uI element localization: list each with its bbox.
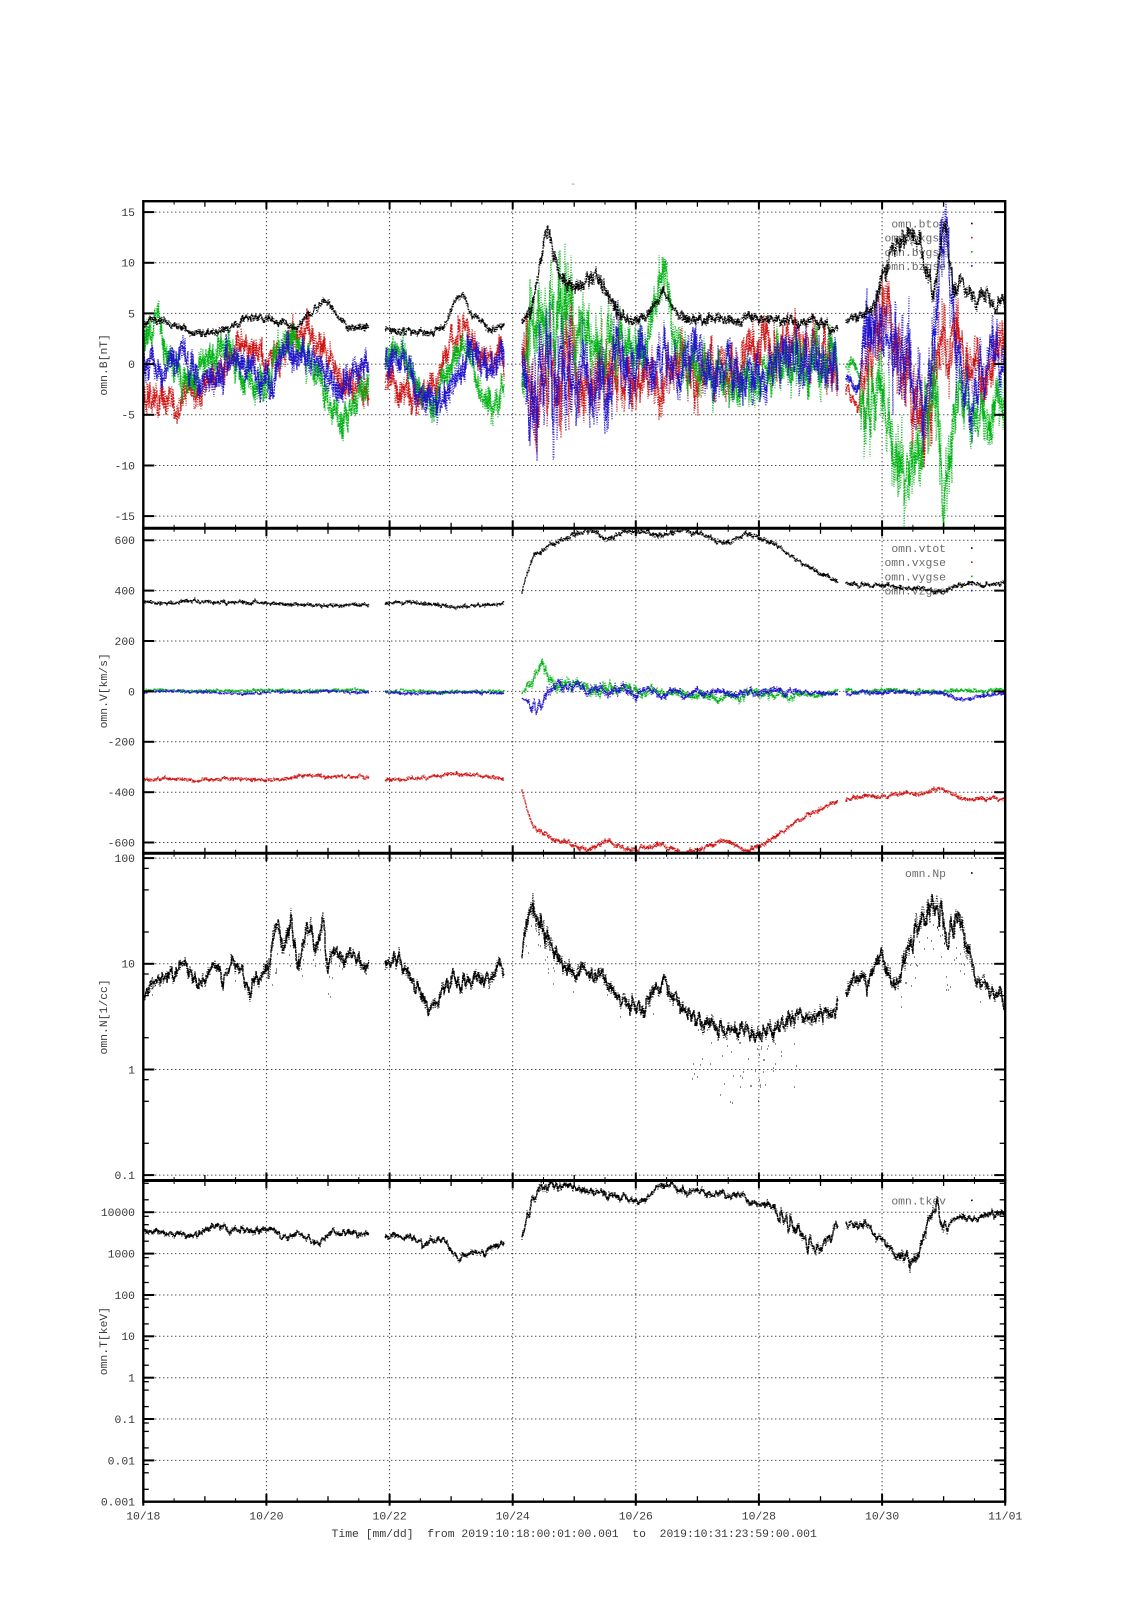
svg-text:-400: -400 xyxy=(108,788,136,800)
svg-text:10: 10 xyxy=(121,259,135,271)
svg-text:600: 600 xyxy=(114,536,135,548)
svg-text:omn.bzgse: omn.bzgse xyxy=(884,262,946,274)
svg-text:omn.vygse: omn.vygse xyxy=(884,572,946,584)
svg-text:omn.N[1/cc]: omn.N[1/cc] xyxy=(99,979,111,1054)
svg-text:omn.V[km/s]: omn.V[km/s] xyxy=(99,653,111,728)
svg-text:1: 1 xyxy=(128,1065,135,1077)
svg-text:Time [mm/dd] from 2019:10:18:: Time [mm/dd] from 2019:10:18:00:01:00.00… xyxy=(332,1529,817,1541)
svg-text:-10: -10 xyxy=(114,461,135,473)
svg-text:10000: 10000 xyxy=(101,1208,135,1220)
svg-text:0.01: 0.01 xyxy=(108,1456,136,1468)
svg-text:10/24: 10/24 xyxy=(496,1512,530,1524)
svg-text:omn.T[keV]: omn.T[keV] xyxy=(99,1307,111,1375)
svg-text:10/18: 10/18 xyxy=(126,1512,160,1524)
svg-text:-600: -600 xyxy=(108,838,136,850)
svg-text:-: - xyxy=(570,179,577,191)
svg-text:10/28: 10/28 xyxy=(742,1512,776,1524)
svg-text:10/20: 10/20 xyxy=(249,1512,283,1524)
svg-text:omn.tkev: omn.tkev xyxy=(891,1196,946,1208)
svg-text:400: 400 xyxy=(114,587,135,599)
svg-text:omn.vtot: omn.vtot xyxy=(891,544,946,556)
svg-text:-15: -15 xyxy=(114,512,135,524)
svg-text:omn.btot: omn.btot xyxy=(891,220,946,232)
svg-text:10/26: 10/26 xyxy=(619,1512,653,1524)
svg-text:0.1: 0.1 xyxy=(114,1415,135,1427)
svg-text:100: 100 xyxy=(114,1291,135,1303)
svg-text:10: 10 xyxy=(121,1332,135,1344)
svg-text:-5: -5 xyxy=(121,411,135,423)
svg-text:200: 200 xyxy=(114,637,135,649)
svg-text:10: 10 xyxy=(121,960,135,972)
svg-text:100: 100 xyxy=(114,854,135,866)
svg-text:omn.vzgse: omn.vzgse xyxy=(884,587,946,599)
svg-text:omn.B[nT]: omn.B[nT] xyxy=(99,334,111,396)
svg-text:0: 0 xyxy=(128,360,135,372)
svg-text:-200: -200 xyxy=(108,738,136,750)
svg-text:omn.bygse: omn.bygse xyxy=(884,248,946,260)
svg-text:omn.vxgse: omn.vxgse xyxy=(884,558,946,570)
svg-text:11/01: 11/01 xyxy=(988,1512,1022,1524)
svg-text:10/22: 10/22 xyxy=(373,1512,407,1524)
svg-text:5: 5 xyxy=(128,309,135,321)
svg-text:10/30: 10/30 xyxy=(865,1512,899,1524)
svg-text:1000: 1000 xyxy=(108,1250,136,1262)
svg-text:15: 15 xyxy=(121,208,135,220)
svg-text:1: 1 xyxy=(128,1374,135,1386)
svg-text:0: 0 xyxy=(128,687,135,699)
svg-text:omn.Np: omn.Np xyxy=(905,869,946,881)
svg-text:0.1: 0.1 xyxy=(114,1171,135,1183)
svg-text:0.001: 0.001 xyxy=(101,1498,135,1510)
